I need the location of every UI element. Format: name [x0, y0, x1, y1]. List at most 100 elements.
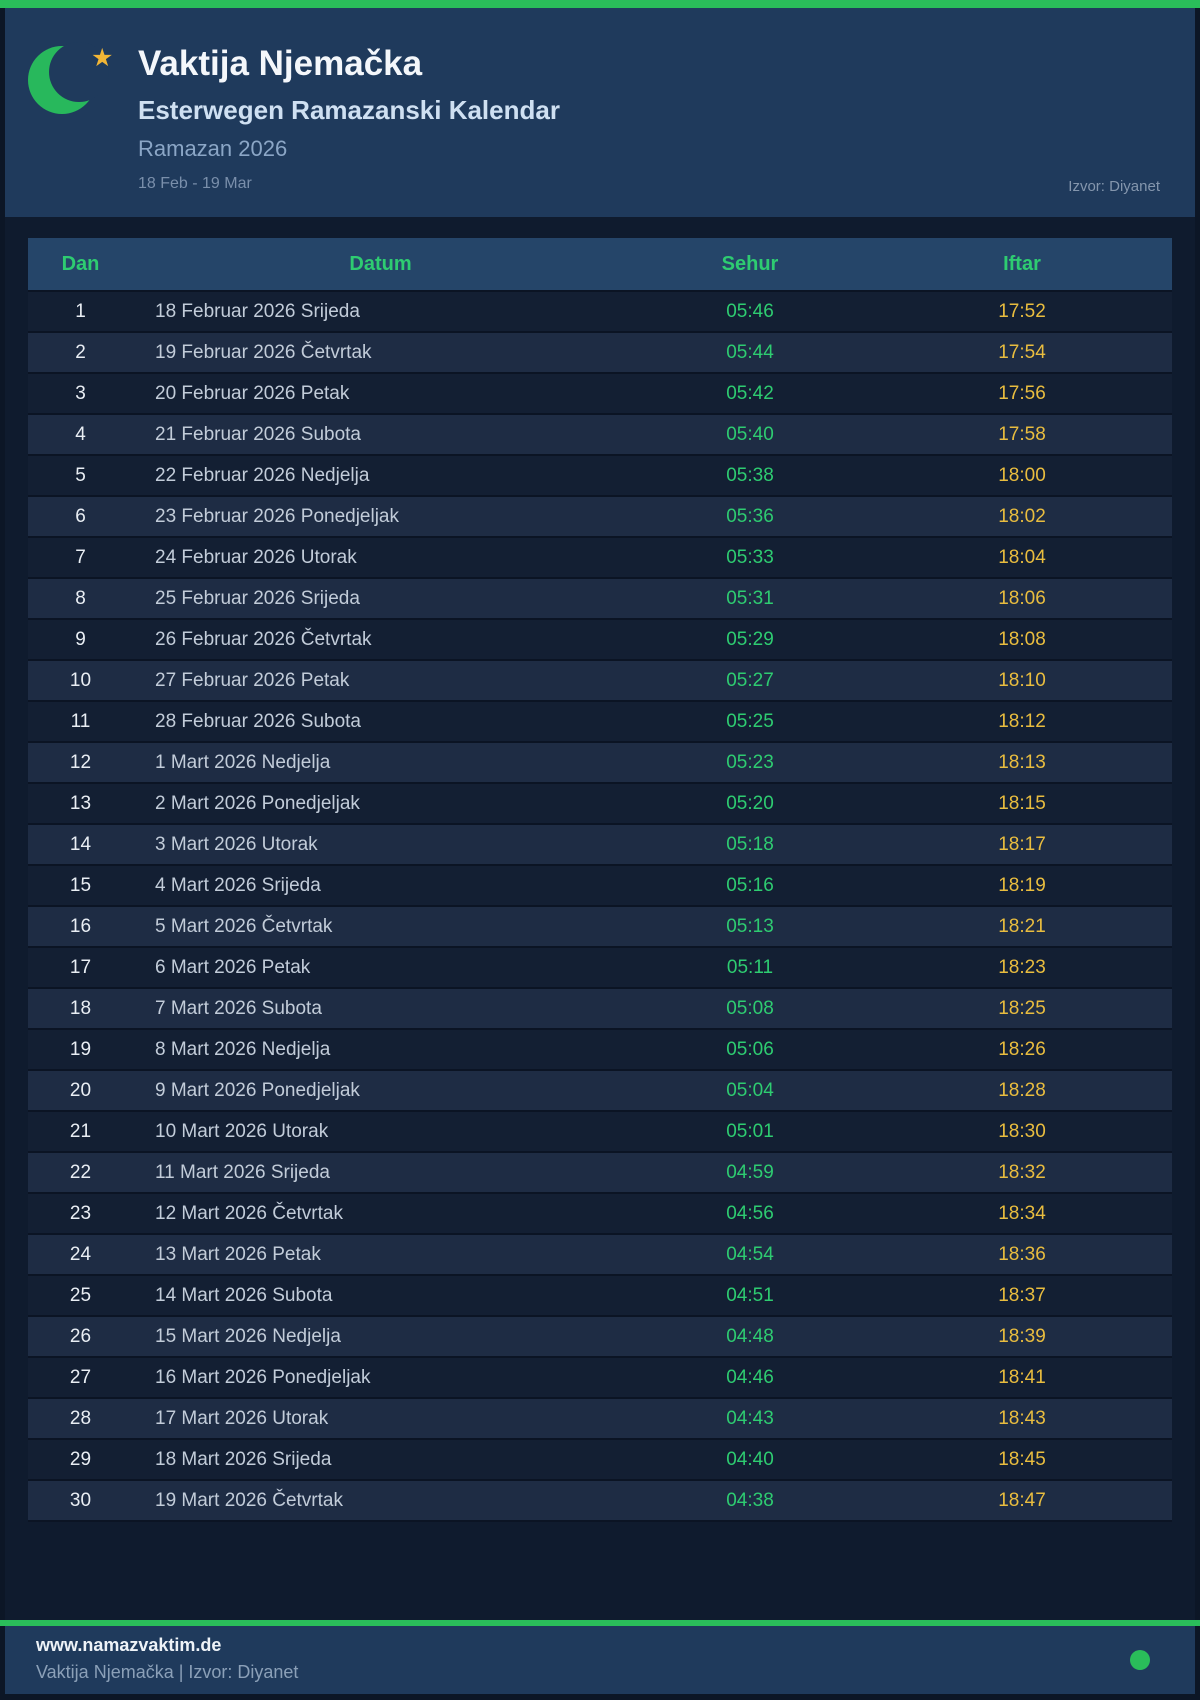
sehur-time-cell: 04:54 [628, 1235, 872, 1276]
sehur-time-cell: 05:16 [628, 866, 872, 907]
crescent-moon-icon [28, 42, 109, 114]
sehur-time-cell: 05:23 [628, 743, 872, 784]
footer-credit: Vaktija Njemačka | Izvor: Diyanet [36, 1662, 299, 1682]
table-row: 1 18 Februar 2026 Srijeda 05:46 17:52 [28, 292, 1172, 333]
table-row: 23 12 Mart 2026 Četvrtak 04:56 18:34 [28, 1194, 1172, 1235]
day-number-cell: 1 [28, 292, 133, 333]
date-cell: 3 Mart 2026 Utorak [133, 825, 628, 866]
sehur-time-cell: 05:11 [628, 948, 872, 989]
day-number-cell: 5 [28, 456, 133, 497]
iftar-time-cell: 18:00 [872, 456, 1172, 497]
day-number-cell: 9 [28, 620, 133, 661]
column-header-iftar: Iftar [872, 238, 1172, 292]
date-cell: 18 Februar 2026 Srijeda [133, 292, 628, 333]
day-number-cell: 26 [28, 1317, 133, 1358]
date-range: 18 Feb - 19 Mar [138, 175, 252, 192]
day-number-cell: 6 [28, 497, 133, 538]
iftar-time-cell: 17:58 [872, 415, 1172, 456]
sehur-time-cell: 05:29 [628, 620, 872, 661]
table-row: 16 5 Mart 2026 Četvrtak 05:13 18:21 [28, 907, 1172, 948]
day-number-cell: 11 [28, 702, 133, 743]
sehur-time-cell: 04:48 [628, 1317, 872, 1358]
iftar-time-cell: 18:26 [872, 1030, 1172, 1071]
main-panel: ★ Vaktija Njemačka Esterwegen Ramazanski… [5, 8, 1195, 1620]
sehur-time-cell: 05:20 [628, 784, 872, 825]
day-number-cell: 28 [28, 1399, 133, 1440]
sehur-time-cell: 04:56 [628, 1194, 872, 1235]
page-subtitle: Esterwegen Ramazanski Kalendar [138, 95, 560, 125]
sehur-time-cell: 04:51 [628, 1276, 872, 1317]
date-cell: 21 Februar 2026 Subota [133, 415, 628, 456]
date-cell: 19 Februar 2026 Četvrtak [133, 333, 628, 374]
table-row: 5 22 Februar 2026 Nedjelja 05:38 18:00 [28, 456, 1172, 497]
sehur-time-cell: 05:38 [628, 456, 872, 497]
table-row: 30 19 Mart 2026 Četvrtak 04:38 18:47 [28, 1481, 1172, 1522]
date-cell: 5 Mart 2026 Četvrtak [133, 907, 628, 948]
iftar-time-cell: 17:56 [872, 374, 1172, 415]
top-accent-bar [0, 0, 1200, 8]
iftar-time-cell: 18:41 [872, 1358, 1172, 1399]
day-number-cell: 16 [28, 907, 133, 948]
date-cell: 18 Mart 2026 Srijeda [133, 1440, 628, 1481]
date-cell: 23 Februar 2026 Ponedjeljak [133, 497, 628, 538]
date-cell: 1 Mart 2026 Nedjelja [133, 743, 628, 784]
iftar-time-cell: 18:43 [872, 1399, 1172, 1440]
column-header-datum: Datum [133, 238, 628, 292]
sehur-time-cell: 05:33 [628, 538, 872, 579]
table-row: 15 4 Mart 2026 Srijeda 05:16 18:19 [28, 866, 1172, 907]
table-row: 22 11 Mart 2026 Srijeda 04:59 18:32 [28, 1153, 1172, 1194]
date-cell: 10 Mart 2026 Utorak [133, 1112, 628, 1153]
sehur-time-cell: 04:59 [628, 1153, 872, 1194]
day-number-cell: 7 [28, 538, 133, 579]
iftar-time-cell: 18:12 [872, 702, 1172, 743]
table-area: Dan Datum Sehur Iftar 1 18 Februar 2026 … [5, 217, 1195, 1620]
status-dot-icon [1130, 1650, 1150, 1670]
day-number-cell: 17 [28, 948, 133, 989]
season-label: Ramazan 2026 [138, 136, 288, 161]
iftar-time-cell: 18:15 [872, 784, 1172, 825]
table-row: 27 16 Mart 2026 Ponedjeljak 04:46 18:41 [28, 1358, 1172, 1399]
table-row: 4 21 Februar 2026 Subota 05:40 17:58 [28, 415, 1172, 456]
iftar-time-cell: 18:19 [872, 866, 1172, 907]
day-number-cell: 22 [28, 1153, 133, 1194]
table-row: 10 27 Februar 2026 Petak 05:27 18:10 [28, 661, 1172, 702]
date-cell: 2 Mart 2026 Ponedjeljak [133, 784, 628, 825]
sehur-time-cell: 05:44 [628, 333, 872, 374]
sehur-time-cell: 05:31 [628, 579, 872, 620]
table-row: 17 6 Mart 2026 Petak 05:11 18:23 [28, 948, 1172, 989]
iftar-time-cell: 18:45 [872, 1440, 1172, 1481]
sehur-time-cell: 05:27 [628, 661, 872, 702]
table-row: 13 2 Mart 2026 Ponedjeljak 05:20 18:15 [28, 784, 1172, 825]
table-row: 19 8 Mart 2026 Nedjelja 05:06 18:26 [28, 1030, 1172, 1071]
iftar-time-cell: 17:52 [872, 292, 1172, 333]
date-cell: 25 Februar 2026 Srijeda [133, 579, 628, 620]
header-text-block: Vaktija Njemačka Esterwegen Ramazanski K… [138, 44, 560, 193]
table-header-row: Dan Datum Sehur Iftar [28, 238, 1172, 292]
day-number-cell: 4 [28, 415, 133, 456]
column-header-dan: Dan [28, 238, 133, 292]
sehur-time-cell: 05:08 [628, 989, 872, 1030]
table-row: 26 15 Mart 2026 Nedjelja 04:48 18:39 [28, 1317, 1172, 1358]
page-header: ★ Vaktija Njemačka Esterwegen Ramazanski… [5, 8, 1195, 217]
date-cell: 8 Mart 2026 Nedjelja [133, 1030, 628, 1071]
prayer-times-table: Dan Datum Sehur Iftar 1 18 Februar 2026 … [28, 238, 1172, 1522]
day-number-cell: 13 [28, 784, 133, 825]
date-cell: 24 Februar 2026 Utorak [133, 538, 628, 579]
date-cell: 28 Februar 2026 Subota [133, 702, 628, 743]
sehur-time-cell: 05:01 [628, 1112, 872, 1153]
sehur-time-cell: 05:13 [628, 907, 872, 948]
day-number-cell: 29 [28, 1440, 133, 1481]
day-number-cell: 19 [28, 1030, 133, 1071]
table-row: 20 9 Mart 2026 Ponedjeljak 05:04 18:28 [28, 1071, 1172, 1112]
table-row: 21 10 Mart 2026 Utorak 05:01 18:30 [28, 1112, 1172, 1153]
table-row: 28 17 Mart 2026 Utorak 04:43 18:43 [28, 1399, 1172, 1440]
date-cell: 4 Mart 2026 Srijeda [133, 866, 628, 907]
iftar-time-cell: 18:17 [872, 825, 1172, 866]
iftar-time-cell: 18:37 [872, 1276, 1172, 1317]
date-cell: 19 Mart 2026 Četvrtak [133, 1481, 628, 1522]
date-cell: 7 Mart 2026 Subota [133, 989, 628, 1030]
table-row: 7 24 Februar 2026 Utorak 05:33 18:04 [28, 538, 1172, 579]
sehur-time-cell: 05:36 [628, 497, 872, 538]
iftar-time-cell: 18:39 [872, 1317, 1172, 1358]
